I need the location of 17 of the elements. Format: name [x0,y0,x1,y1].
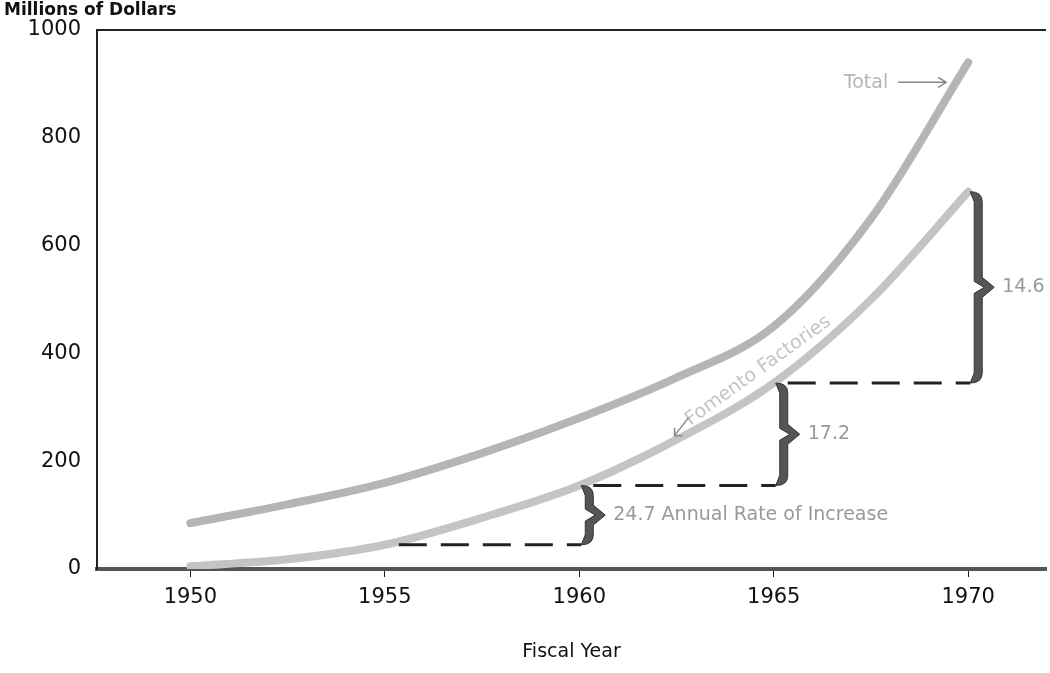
x-tick-label: 1960 [552,584,607,609]
annotation: 17.2 [807,421,851,444]
x-tick-label: 1970 [941,584,995,609]
y-tick-label: 800 [40,124,81,149]
y-tick-label: 600 [40,232,81,257]
y-tick-label: 1000 [27,16,81,41]
annotation: 24.7 Annual Rate of Increase [613,502,889,525]
y-tick-label: 0 [67,555,81,580]
y-tick-label: 400 [40,339,81,364]
annotation: 14.6 [1002,274,1045,297]
x-axis-title: Fiscal Year [522,638,621,661]
x-tick-label: 1965 [747,584,801,609]
y-axis-title: Millions of Dollars [4,0,177,19]
text: Total [842,70,889,93]
y-tick-label: 200 [40,447,81,472]
x-tick-label: 1955 [358,584,412,609]
x-tick-label: 1950 [163,584,218,609]
